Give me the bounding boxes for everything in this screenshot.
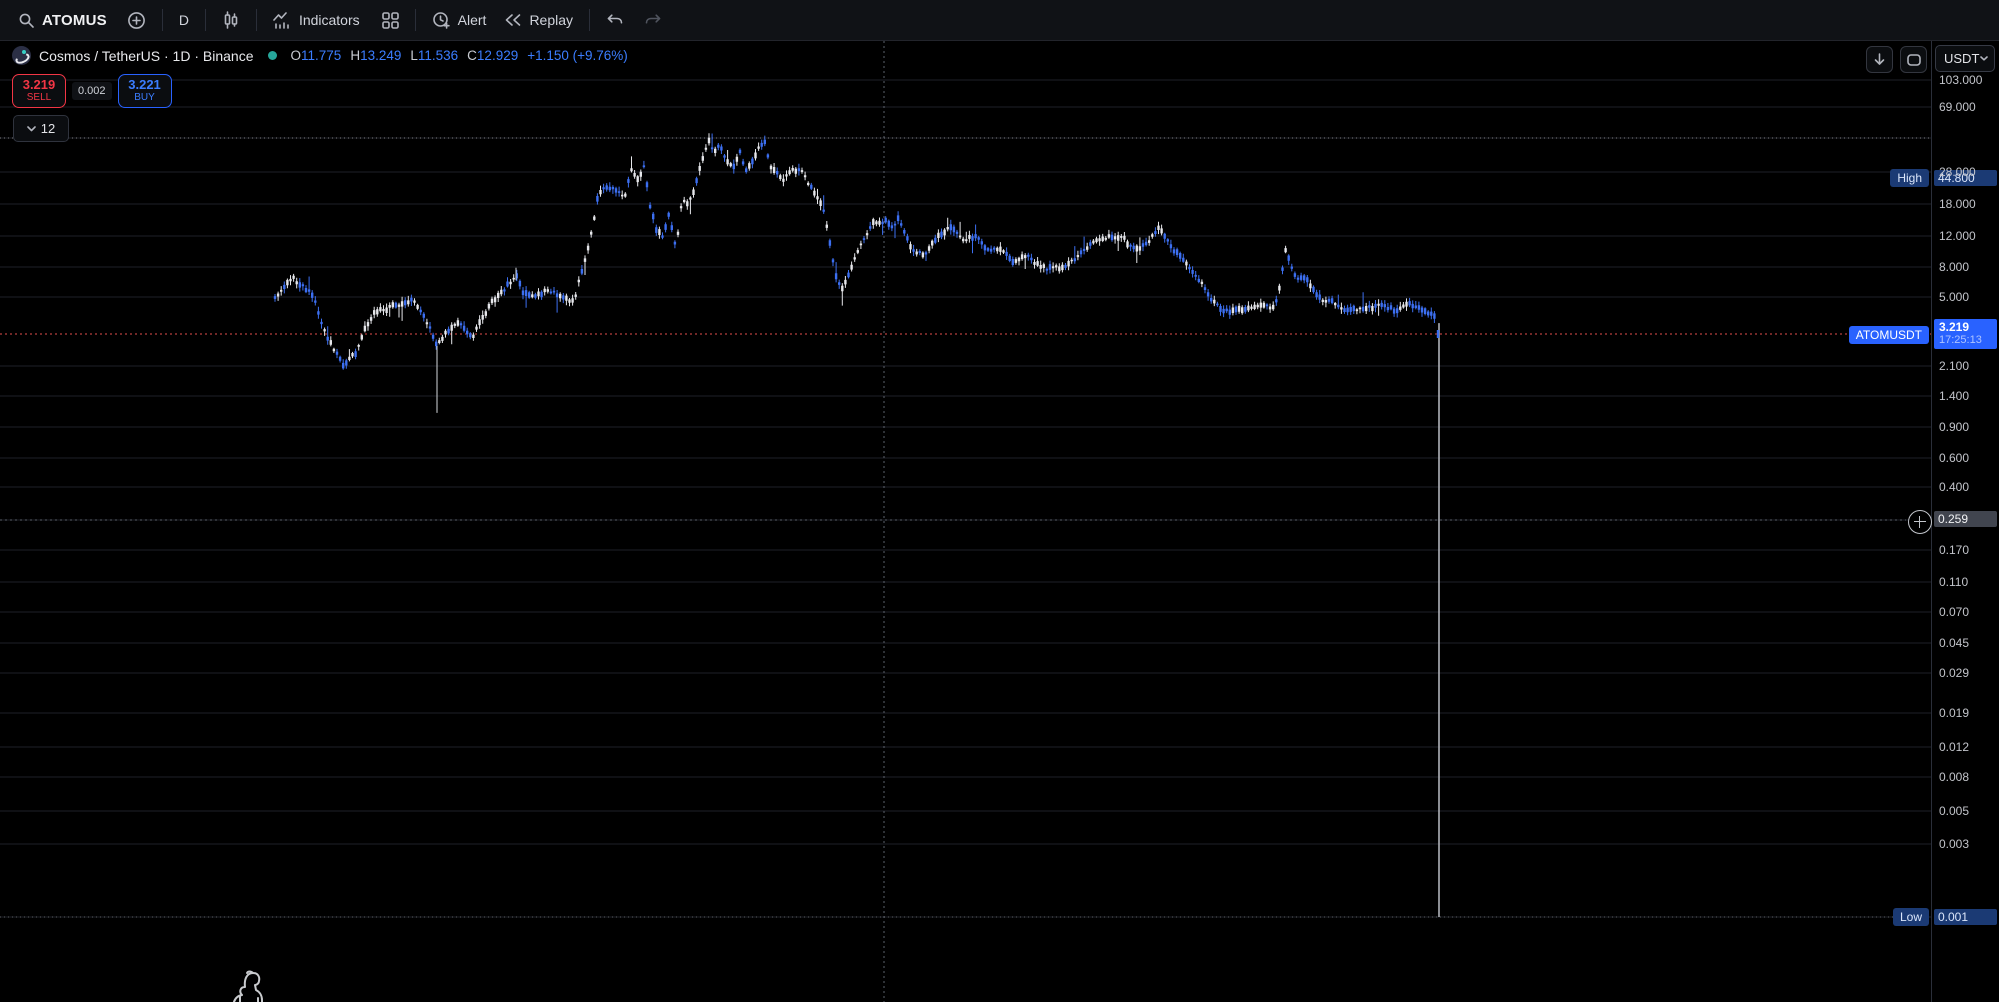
- buy-label: BUY: [134, 92, 155, 103]
- compare-add-button[interactable]: [121, 7, 152, 34]
- toolbar-divider: [414, 9, 416, 31]
- interval-button[interactable]: D: [173, 8, 195, 32]
- price-tick: 18.000: [1939, 197, 1976, 211]
- last-price-label: 3.219 17:25:13: [1934, 319, 1997, 349]
- cosmos-logo-icon: [12, 46, 31, 65]
- price-chart-canvas[interactable]: [0, 41, 1999, 1002]
- price-tick: 0.003: [1939, 837, 1970, 851]
- spread-value: 0.002: [72, 82, 112, 100]
- price-tick: 1.400: [1939, 389, 1970, 403]
- price-tick: 0.019: [1939, 706, 1970, 720]
- buy-button[interactable]: 3.221 BUY: [117, 74, 172, 108]
- replay-button[interactable]: Replay: [498, 8, 579, 32]
- grid-layout-icon: [381, 11, 399, 29]
- indicators-icon: [273, 11, 292, 29]
- high-price-label: 44.800: [1934, 170, 1997, 186]
- search-icon: [18, 12, 35, 29]
- dino-drawing-icon: [229, 964, 269, 1002]
- bar-count-dropdown[interactable]: 12: [13, 115, 69, 142]
- currency-value: USDT: [1944, 51, 1980, 66]
- price-tick: 0.070: [1939, 605, 1970, 619]
- redo-arrow-icon: [644, 13, 662, 27]
- high-value: 13.249: [360, 48, 402, 63]
- price-tick: 2.100: [1939, 359, 1970, 373]
- replay-label: Replay: [529, 12, 574, 28]
- interval-label: D: [178, 12, 189, 28]
- chevron-down-icon: [1980, 56, 1988, 61]
- open-value: 11.775: [301, 48, 342, 63]
- price-tick: 0.012: [1939, 740, 1970, 754]
- symbol-search-button[interactable]: ATOMUS: [12, 8, 113, 33]
- ohlc-readout: O11.775 H13.249 L11.536 C12.929 +1.150 (…: [290, 48, 628, 63]
- low-price-label: 0.001: [1934, 909, 1997, 925]
- chart-corner-buttons: [1866, 46, 1927, 73]
- market-status-dot-icon: [267, 51, 277, 60]
- top-toolbar: ATOMUS D Indicators: [0, 0, 1999, 41]
- scroll-to-recent-button[interactable]: [1866, 46, 1893, 73]
- price-tick: 0.029: [1939, 666, 1970, 680]
- low-value: 11.536: [417, 48, 459, 63]
- low-marker-pill: Low: [1892, 908, 1929, 926]
- price-tick: 12.000: [1939, 229, 1976, 243]
- crosshair-price-label: 0.259: [1934, 511, 1997, 527]
- price-tick: 0.900: [1939, 420, 1970, 434]
- price-tick: 0.170: [1939, 543, 1970, 557]
- redo-button[interactable]: [638, 9, 668, 31]
- price-tick: 0.110: [1939, 575, 1969, 589]
- price-tick: 103.000: [1939, 73, 1983, 87]
- price-axis[interactable]: 44.800 0.001 0.259 3.219 17:25:13 USDT 1…: [1931, 41, 1999, 1002]
- alert-button[interactable]: Alert: [426, 7, 493, 34]
- sell-button[interactable]: 3.219 SELL: [12, 74, 66, 108]
- price-tick: 28.000: [1939, 165, 1976, 179]
- price-tick: 5.000: [1939, 290, 1970, 304]
- frame-icon: [1906, 53, 1921, 66]
- symbol-search-text: ATOMUS: [42, 11, 107, 29]
- chart-legend: Cosmos / TetherUS · 1D · Binance O11.775…: [12, 46, 628, 65]
- alert-label: Alert: [457, 12, 487, 28]
- last-symbol-pill: ATOMUSDT: [1848, 326, 1929, 344]
- symbol-title[interactable]: Cosmos / TetherUS · 1D · Binance: [39, 47, 254, 64]
- currency-dropdown[interactable]: USDT: [1935, 45, 1995, 72]
- price-tick: 0.005: [1939, 804, 1970, 818]
- replay-rewind-icon: [504, 13, 522, 27]
- toolbar-divider: [255, 9, 257, 31]
- order-panel: 3.219 SELL 0.002 3.221 BUY: [12, 74, 172, 108]
- chart-area[interactable]: Cosmos / TetherUS · 1D · Binance O11.775…: [0, 41, 1999, 1002]
- change-value: +1.150 (+9.76%): [527, 48, 628, 63]
- toolbar-divider: [161, 9, 163, 31]
- chevron-down-icon: [26, 125, 36, 131]
- high-marker-pill: High: [1890, 169, 1929, 187]
- bar-count-value: 12: [40, 121, 56, 136]
- candles-icon: [222, 11, 240, 29]
- price-tick: 0.600: [1939, 451, 1970, 465]
- undo-button[interactable]: [600, 9, 630, 31]
- indicators-label: Indicators: [298, 12, 360, 28]
- sell-price: 3.219: [22, 77, 56, 92]
- buy-price: 3.221: [128, 77, 161, 92]
- close-value: 12.929: [476, 48, 519, 63]
- arrow-down-icon: [1874, 53, 1885, 65]
- maximize-chart-button[interactable]: [1900, 46, 1927, 73]
- plus-circle-icon: [127, 11, 146, 30]
- alert-clock-icon: [432, 11, 451, 30]
- price-tick: 69.000: [1939, 100, 1976, 114]
- toolbar-divider: [589, 9, 591, 31]
- price-tick: 8.000: [1939, 260, 1970, 274]
- indicators-button[interactable]: Indicators: [267, 8, 366, 33]
- bar-countdown: 17:25:13: [1939, 334, 1982, 346]
- layout-grid-button[interactable]: [376, 8, 405, 33]
- price-tick: 0.400: [1939, 480, 1970, 494]
- toolbar-divider: [204, 9, 206, 31]
- last-price-value: 3.219: [1939, 320, 1970, 334]
- crosshair-plus-button[interactable]: [1908, 510, 1932, 534]
- undo-arrow-icon: [606, 13, 624, 27]
- chart-style-button[interactable]: [216, 7, 246, 33]
- price-tick: 0.008: [1939, 770, 1970, 784]
- sell-label: SELL: [26, 92, 52, 103]
- price-tick: 0.045: [1939, 636, 1970, 650]
